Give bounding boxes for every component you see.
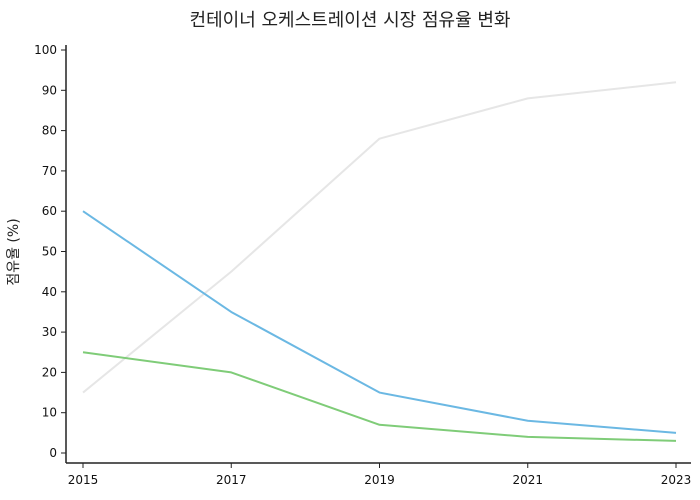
y-tick-label: 60: [42, 204, 57, 218]
y-axis-title: 점유율 (%): [6, 218, 22, 285]
x-ticks: 2015 2017 2019 2021 2023: [68, 463, 692, 487]
x-tick-label: 2017: [216, 473, 247, 487]
y-tick-label: 20: [42, 365, 57, 379]
x-tick-label: 2015: [68, 473, 99, 487]
series-line-1: [82, 81, 677, 394]
y-tick-label: 40: [42, 285, 57, 299]
axes: [65, 45, 691, 464]
y-tick-label: 100: [34, 43, 57, 57]
y-ticks: 0 10 20 30 40 50 60 70 80 90 100: [34, 43, 66, 460]
series-line-3: [82, 351, 677, 442]
x-tick-label: 2023: [661, 473, 692, 487]
y-tick-label: 0: [49, 446, 57, 460]
x-tick-label: 2021: [512, 473, 543, 487]
x-tick-label: 2019: [364, 473, 395, 487]
y-tick-label: 10: [42, 406, 57, 420]
y-tick-label: 30: [42, 325, 57, 339]
series-line-2: [82, 210, 677, 434]
y-tick-label: 80: [42, 124, 57, 138]
series-lines: [82, 81, 677, 442]
y-tick-label: 70: [42, 164, 57, 178]
chart-title: 컨테이너 오케스트레이션 시장 점유율 변화: [189, 10, 511, 31]
y-tick-label: 90: [42, 83, 57, 97]
y-tick-label: 50: [42, 245, 57, 259]
